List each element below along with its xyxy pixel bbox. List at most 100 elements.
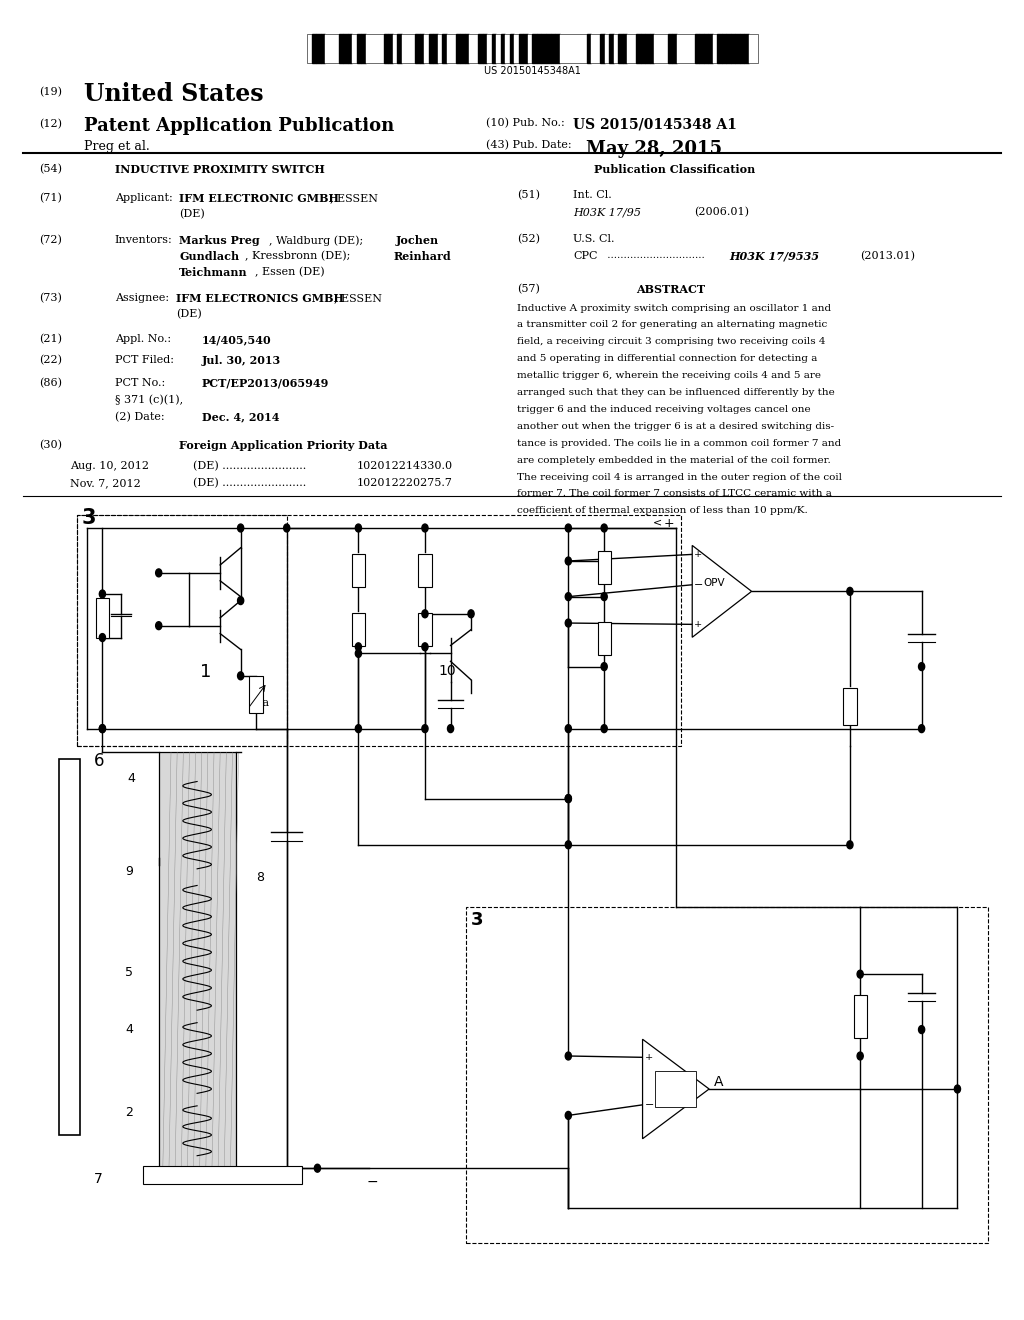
Bar [352, 612, 365, 645]
Circle shape [355, 649, 361, 657]
Bar [478, 34, 483, 63]
Text: 5: 5 [125, 966, 133, 979]
Bar [446, 34, 452, 63]
Bar [497, 34, 501, 63]
Bar [352, 34, 356, 63]
Text: trigger 6 and the induced receiving voltages cancel one: trigger 6 and the induced receiving volt… [517, 405, 811, 414]
Bar [307, 34, 311, 63]
Text: (72): (72) [39, 235, 61, 246]
Text: Jul. 30, 2013: Jul. 30, 2013 [202, 355, 281, 366]
Text: 1: 1 [200, 663, 211, 681]
Text: , Waldburg (DE);: , Waldburg (DE); [269, 235, 364, 246]
Circle shape [847, 841, 853, 849]
Text: Aug. 10, 2012: Aug. 10, 2012 [70, 461, 148, 471]
Text: 6: 6 [94, 752, 104, 771]
Circle shape [99, 590, 105, 598]
Text: Appl. No.:: Appl. No.: [115, 334, 171, 345]
Circle shape [238, 524, 244, 532]
Bar [623, 34, 627, 63]
Text: (DE) ........................: (DE) ........................ [193, 478, 306, 488]
Bar [726, 34, 731, 63]
Bar [361, 34, 366, 63]
Text: (DE): (DE) [179, 209, 205, 219]
Circle shape [238, 597, 244, 605]
Text: Int. Cl.: Int. Cl. [573, 190, 612, 201]
Circle shape [847, 587, 853, 595]
Circle shape [565, 725, 571, 733]
Bar [568, 34, 573, 63]
Bar [77, 515, 681, 746]
Text: +: + [645, 1053, 653, 1061]
Circle shape [99, 725, 105, 733]
Bar [424, 34, 429, 63]
Bar [722, 34, 726, 63]
Bar [159, 752, 236, 1168]
Bar [699, 34, 703, 63]
Bar [438, 34, 442, 63]
Bar [744, 34, 749, 63]
Text: Foreign Application Priority Data: Foreign Application Priority Data [179, 440, 388, 450]
Bar [366, 34, 371, 63]
Circle shape [954, 1085, 961, 1093]
Text: Jochen: Jochen [395, 235, 438, 246]
Text: Teichmann: Teichmann [179, 267, 248, 277]
Bar [564, 34, 568, 63]
Text: −: − [645, 1100, 654, 1110]
Text: tance is provided. The coils lie in a common coil former 7 and: tance is provided. The coils lie in a co… [517, 438, 842, 447]
Bar [613, 34, 618, 63]
Bar [641, 34, 645, 63]
Circle shape [355, 725, 361, 733]
Bar [384, 34, 388, 63]
Bar [334, 34, 339, 63]
Circle shape [565, 557, 571, 565]
Text: (21): (21) [39, 334, 61, 345]
Text: Patent Application Publication: Patent Application Publication [84, 117, 394, 136]
Bar [466, 907, 988, 1243]
Text: (2) Date:: (2) Date: [115, 412, 164, 422]
Circle shape [919, 725, 925, 733]
Bar [582, 34, 587, 63]
Bar [649, 34, 654, 63]
Text: 10: 10 [438, 664, 456, 678]
Text: (73): (73) [39, 293, 61, 304]
Bar [393, 34, 397, 63]
Bar [731, 34, 735, 63]
Text: H03K 17/9535: H03K 17/9535 [729, 251, 819, 261]
Text: US 2015/0145348 A1: US 2015/0145348 A1 [573, 117, 737, 132]
Bar [739, 34, 744, 63]
Bar [532, 34, 537, 63]
Circle shape [919, 663, 925, 671]
Text: −: − [367, 1175, 378, 1189]
Text: U.S. Cl.: U.S. Cl. [573, 234, 615, 244]
Polygon shape [643, 1039, 709, 1139]
Text: and 5 operating in differential connection for detecting a: and 5 operating in differential connecti… [517, 354, 817, 363]
Bar [348, 34, 352, 63]
Bar [416, 34, 420, 63]
Circle shape [99, 634, 105, 642]
Bar [397, 34, 401, 63]
Text: (DE) ........................: (DE) ........................ [193, 461, 306, 471]
Circle shape [601, 663, 607, 671]
Text: arranged such that they can be influenced differently by the: arranged such that they can be influence… [517, 388, 835, 397]
Text: Applicant:: Applicant: [115, 193, 172, 203]
Bar [844, 688, 856, 725]
Bar [461, 34, 465, 63]
Text: <: < [653, 517, 663, 528]
Bar [519, 34, 523, 63]
Text: (12): (12) [39, 119, 61, 129]
Text: metallic trigger 6, wherein the receiving coils 4 and 5 are: metallic trigger 6, wherein the receivin… [517, 371, 821, 380]
Bar [469, 34, 474, 63]
Circle shape [238, 672, 244, 680]
Bar [339, 34, 343, 63]
Bar [690, 34, 694, 63]
Text: −: − [694, 579, 703, 590]
Bar [854, 995, 866, 1038]
Text: IFM ELECTRONIC GMBH: IFM ELECTRONIC GMBH [179, 193, 339, 203]
Text: +: + [664, 517, 674, 531]
Bar [677, 34, 681, 63]
Text: 9: 9 [125, 865, 133, 878]
Bar [709, 34, 713, 63]
Bar [483, 34, 487, 63]
Bar [326, 34, 330, 63]
Circle shape [601, 593, 607, 601]
